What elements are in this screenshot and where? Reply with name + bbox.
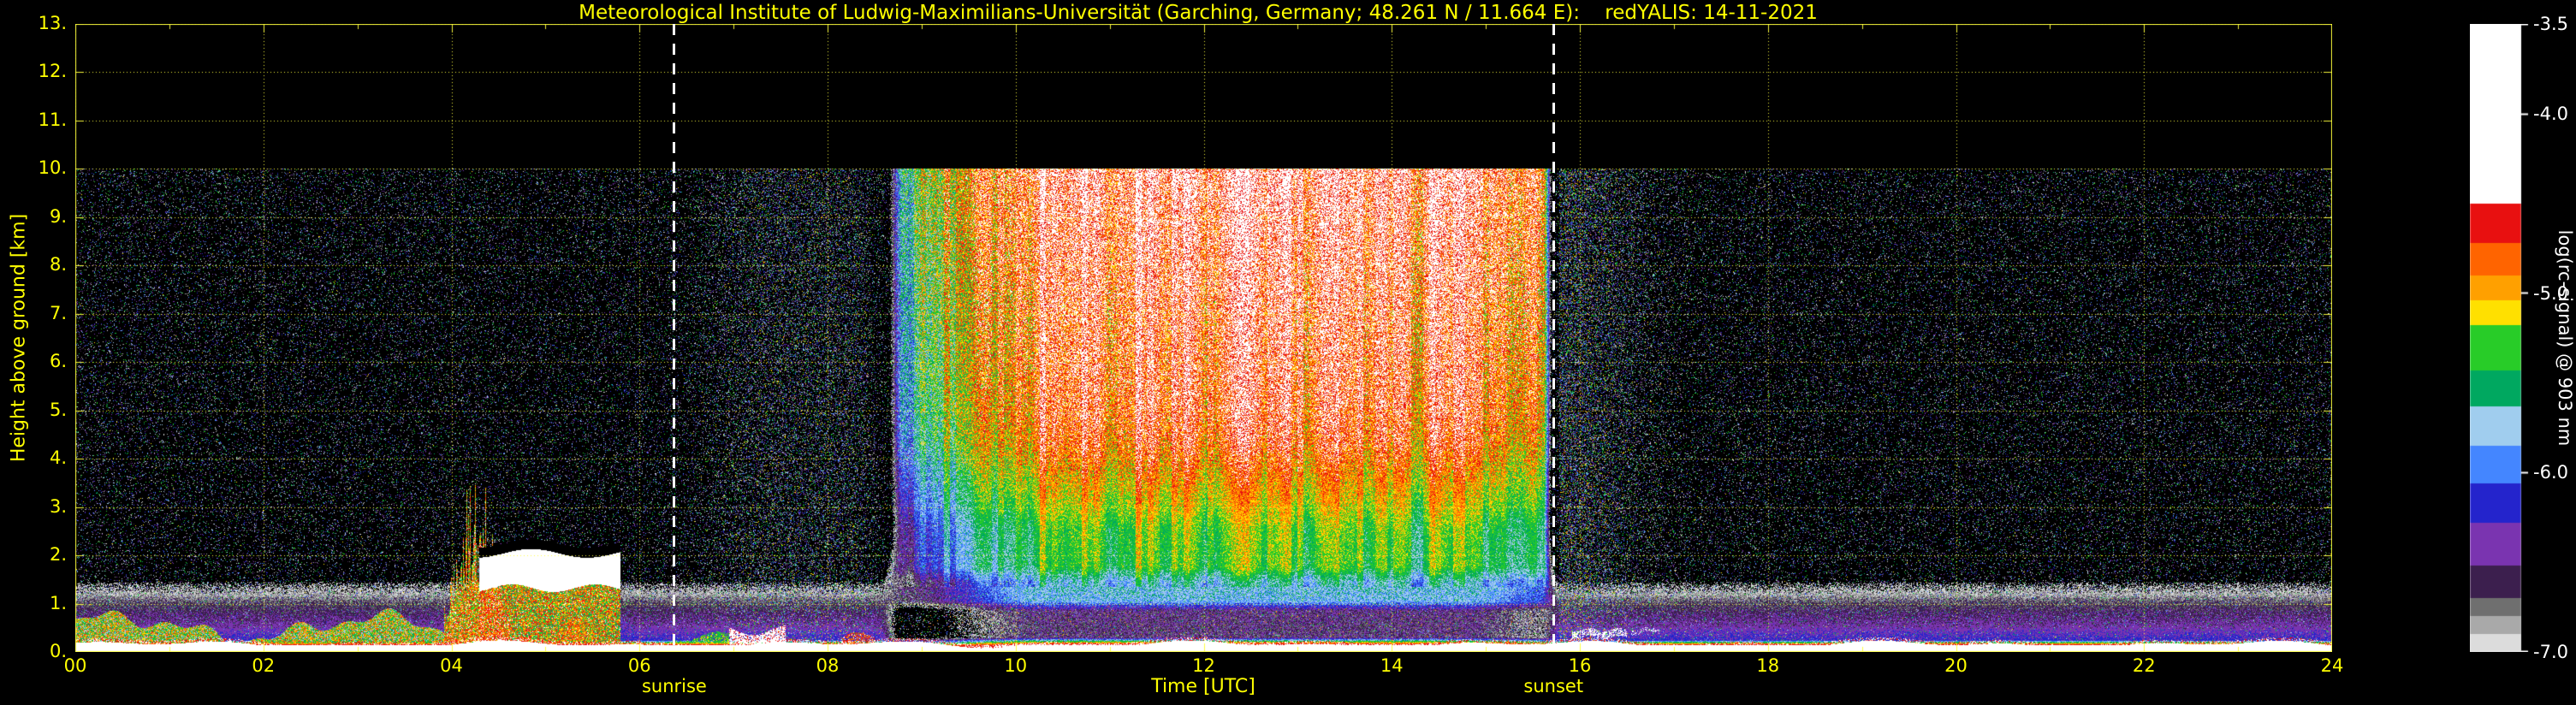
colorbar-canvas — [2470, 24, 2530, 652]
x-tick-label: 22 — [2132, 655, 2156, 676]
y-tick-label: 8. — [49, 254, 67, 275]
x-axis-label: Time [UTC] — [1151, 676, 1255, 697]
sunset-line — [1552, 24, 1555, 652]
x-tick-label: 06 — [627, 655, 651, 676]
x-tick-label: 00 — [63, 655, 87, 676]
y-tick-label: 6. — [49, 351, 67, 372]
y-tick-label: 10. — [38, 157, 67, 179]
x-tick-label: 18 — [1756, 655, 1780, 676]
colorbar-tick-label: -7.0 — [2533, 642, 2568, 662]
sunrise-line — [673, 24, 676, 652]
y-tick-label: 1. — [49, 592, 67, 613]
x-tick-label: 12 — [1192, 655, 1215, 676]
y-tick-label: 4. — [49, 447, 67, 469]
heatmap-canvas — [75, 24, 2332, 652]
x-tick-label: 24 — [2320, 655, 2344, 676]
y-tick-label: 3. — [49, 495, 67, 517]
x-tick-label: 14 — [1380, 655, 1404, 676]
y-tick-label: 11. — [38, 109, 67, 130]
colorbar-tick-label: -5.0 — [2533, 282, 2568, 304]
y-tick-label: 12. — [38, 61, 67, 82]
x-tick-label: 04 — [440, 655, 463, 676]
y-tick-label: 5. — [49, 399, 67, 420]
x-tick-label: 02 — [252, 655, 276, 676]
colorbar-label: log(rc-signal) @ 903 nm — [2555, 229, 2575, 447]
y-tick-label: 2. — [49, 544, 67, 566]
y-tick-label: 0. — [49, 641, 67, 661]
y-tick-label: 13. — [38, 13, 67, 33]
sunrise-label: sunrise — [641, 676, 707, 696]
x-tick-label: 10 — [1004, 655, 1028, 676]
x-tick-label: 08 — [816, 655, 840, 676]
y-axis-label: Height above ground [km] — [8, 213, 30, 463]
colorbar-tick-label: -3.5 — [2533, 14, 2568, 34]
chart-title: Meteorological Institute of Ludwig-Maxim… — [579, 2, 1818, 24]
sunset-label: sunset — [1523, 676, 1584, 696]
colorbar-tick-label: -4.0 — [2533, 103, 2568, 124]
x-tick-label: 20 — [1944, 655, 1968, 676]
y-tick-label: 9. — [49, 205, 67, 227]
colorbar-tick-label: -6.0 — [2533, 462, 2568, 483]
x-tick-label: 16 — [1568, 655, 1592, 676]
y-tick-label: 7. — [49, 302, 67, 323]
